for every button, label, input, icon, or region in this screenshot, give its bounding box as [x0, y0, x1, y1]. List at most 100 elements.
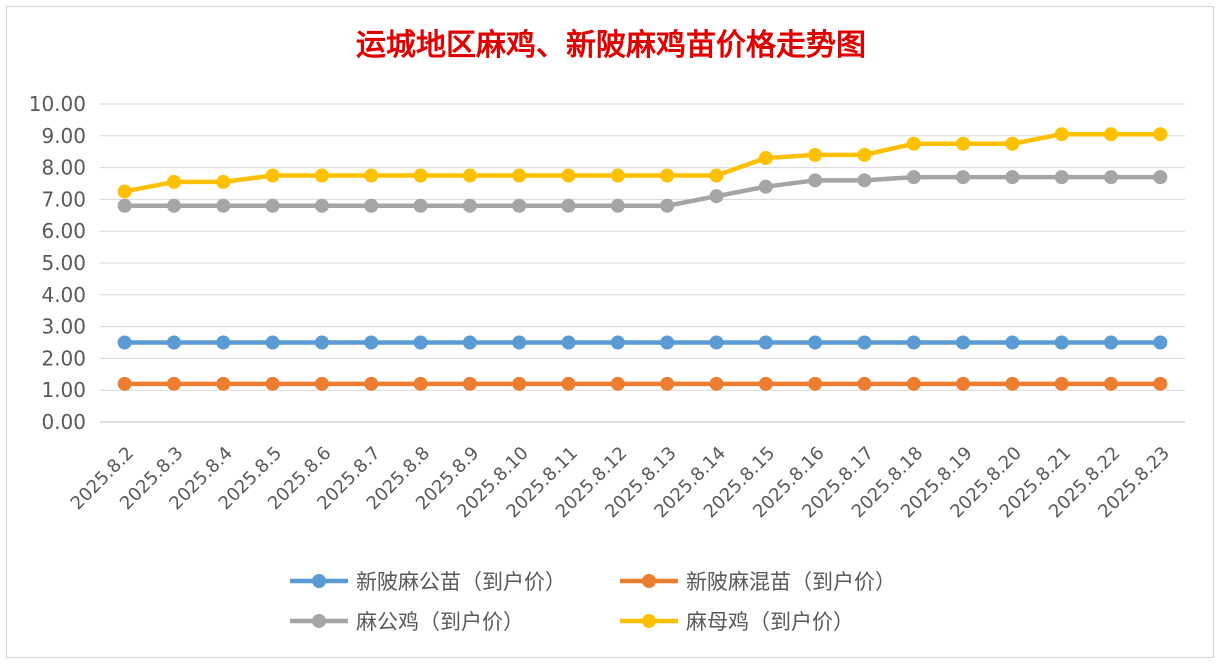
data-point: [1104, 376, 1119, 391]
chart-title: 运城地区麻鸡、新陂麻鸡苗价格走势图: [356, 28, 866, 63]
legend-marker: [642, 614, 656, 628]
data-point: [709, 376, 724, 391]
data-point: [512, 335, 527, 350]
data-point: [758, 151, 773, 166]
data-point: [709, 168, 724, 183]
legend-item: 麻母鸡（到户价）: [620, 610, 854, 634]
data-point: [1005, 136, 1020, 151]
data-point: [808, 335, 823, 350]
data-point: [857, 335, 872, 350]
data-point: [462, 376, 477, 391]
data-point: [660, 335, 675, 350]
data-point: [413, 335, 428, 350]
data-point: [660, 168, 675, 183]
y-tick-label: 2.00: [41, 346, 86, 370]
y-tick-label: 5.00: [41, 251, 86, 275]
data-point: [1005, 376, 1020, 391]
data-point: [906, 136, 921, 151]
data-point: [1005, 170, 1020, 185]
data-point: [1104, 127, 1119, 142]
legend: 新陂麻公苗（到户价） 新陂麻混苗（到户价） 麻公鸡（到户价） 麻母鸡（到户价）: [290, 570, 896, 634]
data-point: [561, 376, 576, 391]
data-point: [512, 198, 527, 213]
data-point: [462, 198, 477, 213]
data-point: [413, 168, 428, 183]
legend-label: 麻母鸡（到户价）: [686, 610, 854, 634]
data-point: [1005, 335, 1020, 350]
y-axis-ticks: 0.00 1.00 2.00 3.00 4.00 5.00 6.00 7.00 8.00 9.00…: [29, 92, 86, 434]
y-tick-label: 9.00: [41, 124, 86, 148]
series-4: [117, 127, 1168, 199]
data-point: [709, 335, 724, 350]
data-point: [1104, 335, 1119, 350]
series-2: [117, 376, 1168, 391]
y-tick-label: 6.00: [41, 219, 86, 243]
data-point: [166, 335, 181, 350]
data-point: [610, 168, 625, 183]
y-tick-label: 0.00: [41, 410, 86, 434]
legend-label: 麻公鸡（到户价）: [356, 610, 524, 634]
data-point: [610, 335, 625, 350]
data-point: [610, 198, 625, 213]
data-point: [216, 174, 231, 189]
data-point: [166, 198, 181, 213]
data-point: [956, 170, 971, 185]
data-point: [906, 376, 921, 391]
y-tick-label: 1.00: [41, 378, 86, 402]
data-point: [561, 335, 576, 350]
data-point: [265, 168, 280, 183]
data-point: [1054, 376, 1069, 391]
data-point: [364, 168, 379, 183]
data-point: [462, 335, 477, 350]
chart-frame: [6, 6, 1214, 658]
data-point: [216, 376, 231, 391]
data-point: [1153, 376, 1168, 391]
data-point: [956, 376, 971, 391]
data-point: [265, 198, 280, 213]
data-point: [561, 168, 576, 183]
data-point: [857, 376, 872, 391]
data-point: [808, 173, 823, 188]
data-point: [906, 335, 921, 350]
grid-lines: [100, 103, 1185, 423]
data-point: [1054, 335, 1069, 350]
data-point: [166, 174, 181, 189]
data-point: [660, 198, 675, 213]
data-point: [413, 376, 428, 391]
data-point: [1153, 170, 1168, 185]
legend-label: 新陂麻公苗（到户价）: [356, 570, 566, 594]
legend-marker: [312, 574, 326, 588]
data-point: [117, 335, 132, 350]
series-line: [122, 174, 1163, 209]
data-point: [660, 376, 675, 391]
data-point: [709, 189, 724, 204]
legend-marker: [312, 614, 326, 628]
data-point: [561, 198, 576, 213]
legend-item: 麻公鸡（到户价）: [290, 610, 524, 634]
data-point: [857, 173, 872, 188]
series-lines: [117, 127, 1168, 391]
data-point: [906, 170, 921, 185]
data-point: [314, 168, 329, 183]
data-point: [1153, 127, 1168, 142]
data-point: [166, 376, 181, 391]
y-tick-label: 4.00: [41, 283, 86, 307]
data-point: [216, 198, 231, 213]
data-point: [758, 179, 773, 194]
legend-item: 新陂麻混苗（到户价）: [620, 570, 896, 594]
data-point: [364, 376, 379, 391]
data-point: [808, 376, 823, 391]
legend-label: 新陂麻混苗（到户价）: [686, 570, 896, 594]
series-3: [117, 170, 1168, 213]
data-point: [512, 168, 527, 183]
x-axis-ticks: 2025.8.22025.8.32025.8.42025.8.52025.8.6…: [67, 443, 1174, 523]
data-point: [1054, 127, 1069, 142]
data-point: [364, 335, 379, 350]
series-1: [117, 335, 1168, 350]
data-point: [1104, 170, 1119, 185]
data-point: [117, 198, 132, 213]
data-point: [758, 335, 773, 350]
data-point: [512, 376, 527, 391]
legend-marker: [642, 574, 656, 588]
